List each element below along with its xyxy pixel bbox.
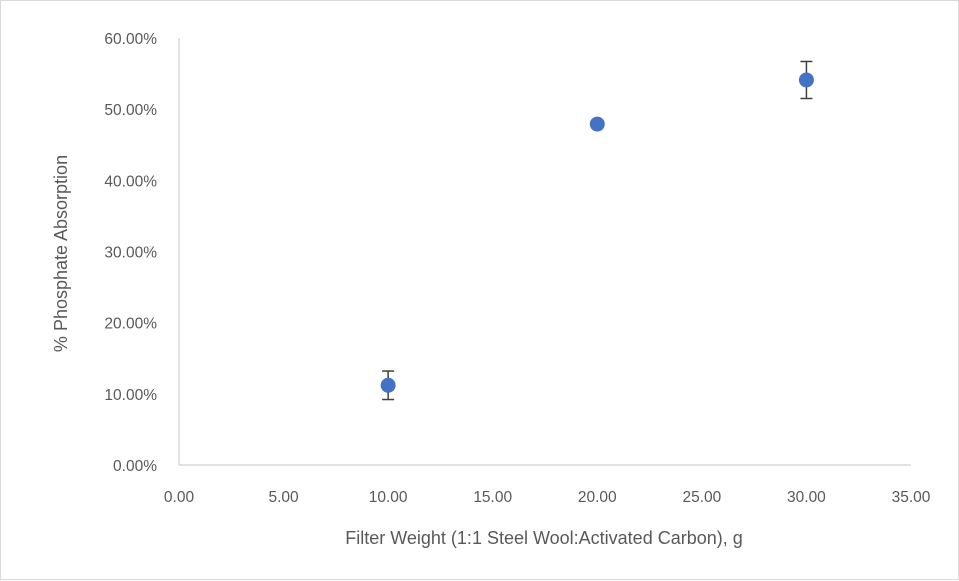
y-tick-label: 20.00% [104, 316, 157, 333]
data-points [380, 72, 814, 393]
y-tick-label: 60.00% [104, 31, 157, 48]
y-tick-label: 30.00% [104, 245, 157, 262]
x-tick-label: 25.00 [682, 489, 721, 506]
x-tick-label: 5.00 [268, 489, 299, 506]
y-tick-labels: 0.00% 10.00% 20.00% 30.00% 40.00% 50.00% 60.00… [104, 31, 157, 475]
data-point [589, 116, 605, 132]
x-tick-label: 30.00 [787, 489, 826, 506]
x-tick-label: 35.00 [892, 489, 931, 506]
y-tick-label: 10.00% [104, 387, 157, 404]
x-tick-label: 10.00 [369, 489, 408, 506]
y-tick-label: 0.00% [113, 458, 157, 475]
x-axis-title: Filter Weight (1:1 Steel Wool:Activated … [345, 528, 743, 548]
error-bars [382, 60, 813, 401]
x-tick-label: 20.00 [578, 489, 617, 506]
x-tick-label: 0.00 [164, 489, 195, 506]
x-tick-labels: 0.00 5.00 10.00 15.00 20.00 25.00 30.00 35.00 [164, 489, 931, 506]
data-point [380, 377, 396, 393]
y-tick-label: 40.00% [104, 173, 157, 190]
data-point [798, 72, 814, 88]
x-tick-label: 15.00 [473, 489, 512, 506]
y-tick-label: 50.00% [104, 102, 157, 119]
y-axis-title: % Phosphate Absorption [51, 155, 71, 352]
